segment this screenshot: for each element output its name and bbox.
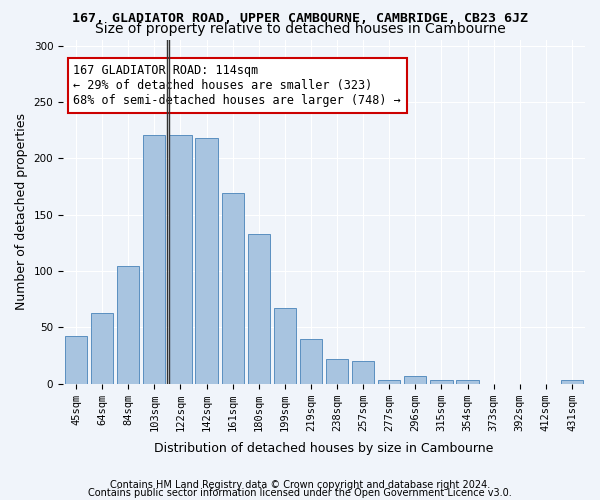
Text: 167, GLADIATOR ROAD, UPPER CAMBOURNE, CAMBRIDGE, CB23 6JZ: 167, GLADIATOR ROAD, UPPER CAMBOURNE, CA…: [72, 12, 528, 26]
Bar: [352, 361, 374, 384]
Bar: [248, 234, 270, 384]
Text: 167 GLADIATOR ROAD: 114sqm
← 29% of detached houses are smaller (323)
68% of sem: 167 GLADIATOR ROAD: 114sqm ← 29% of deta…: [73, 64, 401, 107]
Bar: [404, 376, 427, 384]
Y-axis label: Number of detached properties: Number of detached properties: [15, 114, 28, 310]
Bar: [300, 338, 322, 384]
Bar: [561, 380, 583, 384]
Bar: [326, 359, 348, 384]
Bar: [117, 266, 139, 384]
Bar: [430, 380, 452, 384]
Text: Contains public sector information licensed under the Open Government Licence v3: Contains public sector information licen…: [88, 488, 512, 498]
Bar: [274, 308, 296, 384]
X-axis label: Distribution of detached houses by size in Cambourne: Distribution of detached houses by size …: [154, 442, 494, 455]
Bar: [378, 380, 400, 384]
Bar: [65, 336, 87, 384]
Bar: [169, 134, 191, 384]
Bar: [221, 193, 244, 384]
Bar: [91, 312, 113, 384]
Text: Size of property relative to detached houses in Cambourne: Size of property relative to detached ho…: [95, 22, 505, 36]
Bar: [196, 138, 218, 384]
Text: Contains HM Land Registry data © Crown copyright and database right 2024.: Contains HM Land Registry data © Crown c…: [110, 480, 490, 490]
Bar: [457, 380, 479, 384]
Bar: [143, 134, 166, 384]
